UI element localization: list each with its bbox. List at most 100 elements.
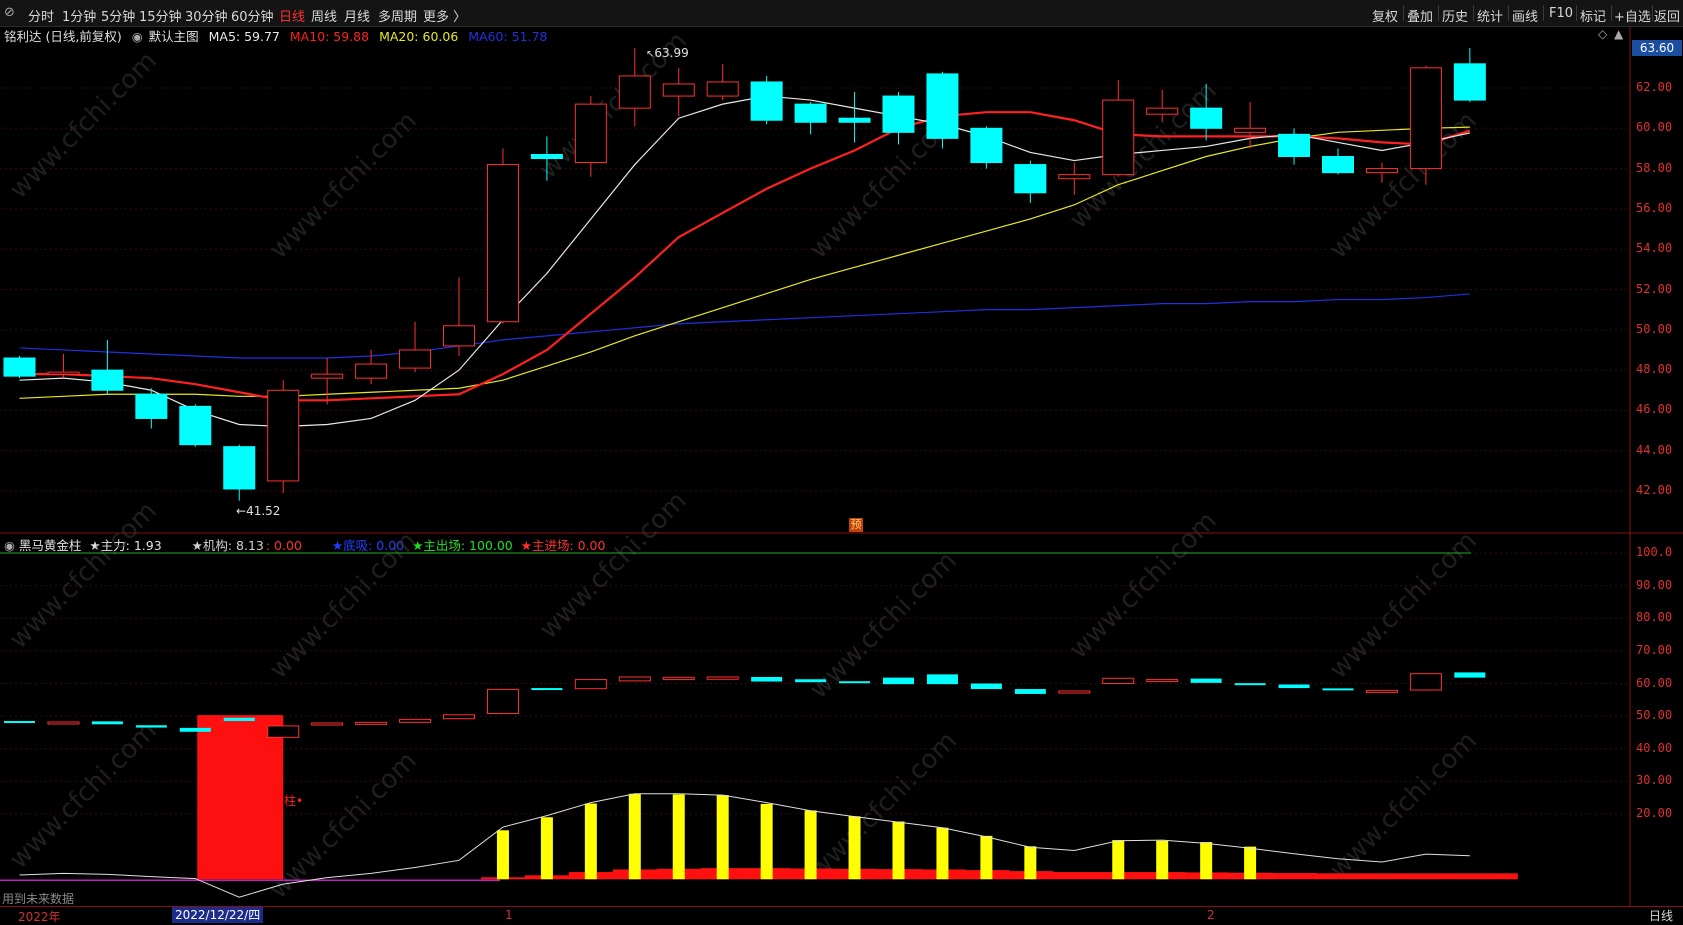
candle-body-down — [794, 103, 827, 123]
mini-candle-up — [47, 721, 80, 725]
tab-monthly[interactable]: 月线 — [344, 10, 371, 25]
tab-60min[interactable]: 60分钟 — [231, 10, 274, 25]
red-floor-bar — [1447, 873, 1493, 880]
high-annotation: ↖63.99 — [646, 46, 689, 60]
red-floor-bar — [480, 877, 526, 880]
ma60-line — [19, 293, 1470, 359]
mini-candle-down — [883, 677, 914, 685]
candle-body-up — [618, 75, 651, 109]
mini-candle-down — [1234, 683, 1266, 686]
tab-15min[interactable]: 15分钟 — [139, 10, 182, 25]
add-favorite-button[interactable]: +自选 — [1614, 10, 1651, 25]
zhu-marker: 柱• — [284, 794, 304, 808]
mini-candle-down — [179, 727, 211, 732]
ma20-value: MA20: 60.06 — [379, 29, 459, 44]
forecast-badge[interactable]: 预 — [849, 518, 863, 532]
ma20-line — [19, 126, 1470, 399]
indicator-tick-label: 80.00 — [1636, 610, 1673, 625]
selected-date: 2022/12/22/四 — [172, 907, 264, 923]
watermark-text: www.cfchi.com — [1064, 76, 1223, 235]
mini-candle-down — [839, 681, 871, 684]
tab-5min[interactable]: 5分钟 — [101, 10, 136, 25]
tab-multi-period[interactable]: 多周期 — [378, 10, 418, 25]
red-floor-bar — [612, 869, 658, 880]
candle-body-up — [1058, 174, 1091, 180]
watermark-text: www.cfchi.com — [804, 106, 963, 265]
candle-body-down — [970, 127, 1003, 164]
candle-body-down — [135, 393, 168, 419]
zhuchuchang-value: ★主出场: 100.00 — [412, 538, 513, 553]
yellow-gold-bar — [672, 794, 685, 880]
red-floor-bar — [568, 872, 614, 880]
candle-body-up — [1146, 107, 1179, 115]
candle-body-down — [1190, 107, 1223, 129]
watermark-text: www.cfchi.com — [534, 486, 693, 645]
template-dropdown-icon[interactable]: ◉ — [131, 29, 143, 44]
tab-30min[interactable]: 30分钟 — [185, 10, 228, 25]
mini-candle-down — [795, 679, 827, 683]
template-label[interactable]: 默认主图 — [148, 29, 199, 44]
candle-body-down — [882, 95, 915, 133]
back-icon[interactable]: ⊘ — [4, 5, 15, 20]
mini-candle-down — [1322, 688, 1354, 691]
draw-button[interactable]: 画线 — [1512, 10, 1539, 25]
candle-body-up — [443, 325, 475, 347]
indicator-name[interactable]: 黑马黄金柱 — [18, 538, 82, 553]
red-floor-bar — [964, 870, 1010, 880]
return-button[interactable]: 返回 — [1654, 10, 1681, 25]
fuquan-button[interactable]: 复权 — [1372, 10, 1399, 25]
mini-candle-down — [91, 721, 123, 725]
price-tick-label: 46.00 — [1636, 402, 1673, 417]
red-floor-bar — [744, 868, 790, 880]
jigou-sub-value: : 0.00 — [265, 538, 302, 553]
candle-body-up — [486, 164, 519, 323]
red-floor-bar — [1316, 873, 1361, 880]
candle-body-up — [662, 83, 695, 97]
tab-fenshi[interactable]: 分时 — [28, 10, 55, 25]
red-floor-bar — [1184, 872, 1230, 880]
candle-body-down — [91, 369, 124, 391]
f10-button[interactable]: F10 — [1549, 6, 1574, 21]
red-floor-bar — [920, 869, 966, 880]
candle-body-down — [179, 405, 212, 446]
history-button[interactable]: 历史 — [1442, 10, 1469, 25]
mini-candle-down — [751, 676, 783, 682]
mini-candle-down — [970, 683, 1002, 690]
stock-title[interactable]: 铭利达 (日线,前复权) — [4, 29, 122, 44]
month-label-1: 1 — [505, 908, 513, 922]
price-tick-label: 50.00 — [1636, 321, 1673, 336]
indicator-settings-icon[interactable]: ◉ — [4, 538, 15, 553]
indicator-tick-label: 40.00 — [1636, 740, 1673, 755]
watermark-text: www.cfchi.com — [804, 726, 963, 885]
settings-diamond-icon[interactable]: ◇ — [1598, 27, 1608, 41]
tab-more[interactable]: 更多 〉 — [423, 10, 467, 25]
candle-body-down — [1014, 164, 1047, 194]
mini-candle-down — [1278, 684, 1310, 689]
indicator-tick-label: 60.00 — [1636, 675, 1673, 690]
tab-1min[interactable]: 1分钟 — [62, 10, 97, 25]
watermark-text: www.cfchi.com — [1324, 726, 1483, 885]
red-floor-bar — [524, 875, 570, 880]
candle-body-up — [47, 371, 80, 375]
overlay-button[interactable]: 叠加 — [1407, 10, 1434, 25]
collapse-icon[interactable]: ▲ — [1614, 27, 1624, 41]
mini-candle-up — [662, 676, 695, 681]
red-floor-bar — [1008, 871, 1054, 880]
tab-daily[interactable]: 日线 — [279, 10, 306, 25]
tab-weekly[interactable]: 周线 — [311, 10, 338, 25]
indicator-info: ◉ 黑马黄金柱 ★主力: 1.93 ★机构: 8.13: 0.00 ★底吸: 0.… — [4, 535, 609, 553]
mark-button[interactable]: 标记 — [1580, 10, 1607, 25]
candle-body-up — [1365, 168, 1398, 174]
stats-button[interactable]: 统计 — [1477, 10, 1504, 25]
candle-body-down — [1322, 156, 1354, 174]
period-label[interactable]: 日线 — [1648, 909, 1673, 923]
jigou-value: ★机构: 8.13 — [191, 538, 264, 553]
month-label-2: 2 — [1207, 908, 1215, 922]
candle-body-up — [574, 103, 607, 164]
date-axis: 2022年 2022/12/22/四 1 2 — [0, 906, 1683, 924]
watermark-text: www.cfchi.com — [4, 496, 163, 655]
candle-body-up — [1234, 127, 1267, 133]
zhuli-value: ★主力: 1.93 — [89, 538, 162, 553]
watermark-text: www.cfchi.com — [1324, 526, 1483, 685]
